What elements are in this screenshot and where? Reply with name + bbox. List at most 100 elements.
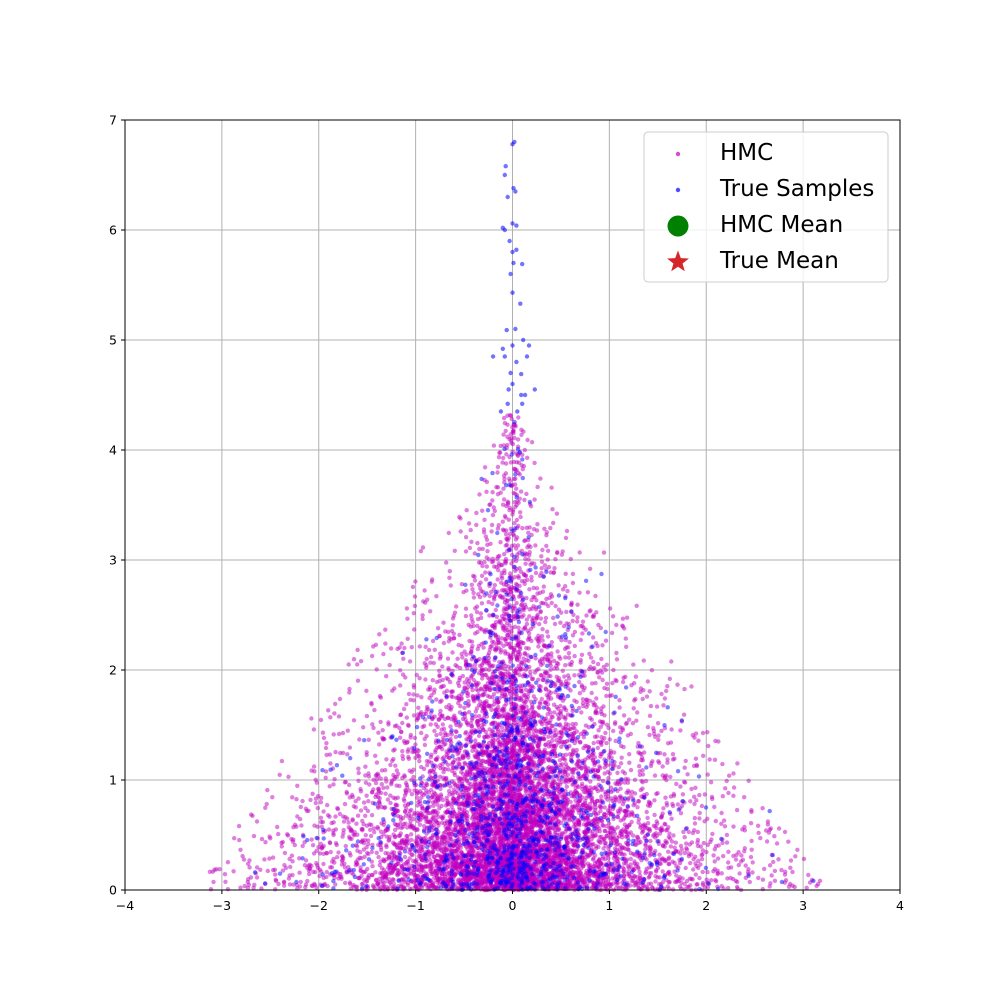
- hmc-point: [514, 546, 519, 551]
- hmc-point: [419, 795, 424, 800]
- hmc-point: [549, 654, 554, 659]
- hmc-point: [469, 539, 474, 544]
- hmc-point: [643, 847, 648, 852]
- hmc-point: [537, 621, 542, 627]
- hmc-point: [443, 741, 448, 747]
- hmc-point: [668, 844, 673, 849]
- hmc-point: [341, 831, 346, 836]
- hmc-point: [520, 674, 526, 679]
- hmc-point: [679, 880, 684, 886]
- hmc-point: [692, 815, 697, 821]
- hmc-point: [672, 845, 677, 850]
- hmc-point: [265, 868, 270, 874]
- hmc-point: [477, 714, 482, 719]
- hmc-point: [614, 650, 619, 656]
- hmc-point: [664, 688, 669, 694]
- hmc-point: [549, 485, 554, 490]
- hmc-point: [699, 856, 705, 862]
- hmc-point: [379, 847, 384, 853]
- hmc-point: [525, 455, 530, 460]
- hmc-point: [559, 638, 564, 643]
- hmc-point: [617, 698, 622, 703]
- hmc-point: [259, 836, 265, 842]
- hmc-point: [323, 745, 329, 751]
- hmc-point: [473, 714, 478, 719]
- hmc-point: [692, 821, 698, 826]
- hmc-point: [318, 815, 324, 820]
- hmc-point: [682, 835, 687, 840]
- hmc-point: [377, 742, 382, 747]
- hmc-point: [533, 607, 539, 612]
- hmc-point: [412, 594, 418, 599]
- hmc-point: [801, 856, 807, 862]
- hmc-point: [487, 613, 492, 618]
- hmc-point: [519, 432, 524, 437]
- hmc-point: [550, 734, 555, 740]
- hmc-point: [435, 626, 441, 631]
- hmc-point: [575, 602, 580, 607]
- hmc-point: [409, 852, 414, 857]
- hmc-point: [323, 775, 328, 780]
- hmc-point: [591, 740, 596, 746]
- hmc-point: [514, 558, 519, 564]
- hmc-point: [307, 871, 312, 877]
- hmc-point: [590, 833, 595, 839]
- hmc-point: [346, 825, 351, 830]
- hmc-point: [705, 772, 710, 777]
- hmc-point: [282, 883, 287, 888]
- hmc-point: [593, 680, 598, 686]
- hmc-point: [342, 865, 348, 870]
- hmc-point: [538, 616, 544, 621]
- hmc-point: [398, 729, 404, 734]
- hmc-point: [671, 833, 676, 838]
- hmc-point: [708, 780, 714, 785]
- hmc-point: [369, 653, 375, 659]
- hmc-point: [675, 802, 681, 807]
- hmc-point: [688, 799, 693, 804]
- hmc-point: [374, 667, 379, 672]
- hmc-point: [719, 810, 724, 816]
- hmc-point: [493, 607, 498, 613]
- hmc-point: [419, 791, 424, 796]
- hmc-point: [682, 765, 687, 770]
- hmc-point: [762, 866, 767, 872]
- hmc-point: [562, 646, 568, 652]
- hmc-point: [565, 588, 570, 594]
- hmc-point: [622, 780, 627, 785]
- hmc-point: [420, 545, 426, 550]
- hmc-point: [624, 615, 630, 620]
- hmc-point: [726, 860, 731, 865]
- hmc-point: [581, 735, 587, 740]
- hmc-point: [333, 814, 338, 819]
- hmc-point: [464, 690, 469, 695]
- hmc-point: [502, 552, 507, 557]
- hmc-point: [681, 712, 687, 717]
- hmc-point: [335, 855, 340, 860]
- hmc-point: [641, 658, 646, 663]
- hmc-point: [242, 883, 247, 889]
- hmc-point: [543, 742, 548, 748]
- hmc-point: [595, 661, 601, 667]
- hmc-point: [743, 863, 748, 868]
- hmc-point: [366, 799, 371, 804]
- hmc-point: [355, 678, 361, 683]
- hmc-point: [273, 872, 278, 877]
- hmc-point: [534, 616, 539, 621]
- hmc-point: [779, 867, 784, 873]
- hmc-point: [665, 684, 670, 689]
- hmc-point: [746, 778, 751, 783]
- hmc-point: [531, 604, 536, 609]
- hmc-point: [500, 460, 505, 465]
- hmc-point: [644, 809, 649, 815]
- hmc-point: [723, 786, 728, 791]
- hmc-point: [428, 660, 433, 665]
- hmc-point: [518, 489, 524, 494]
- hmc-point: [607, 737, 612, 742]
- hmc-point: [666, 861, 671, 867]
- hmc-point: [524, 525, 529, 530]
- hmc-point: [712, 804, 717, 810]
- hmc-point: [404, 833, 409, 839]
- hmc-point: [343, 843, 348, 849]
- hmc-point: [384, 834, 389, 839]
- hmc-point: [663, 840, 668, 846]
